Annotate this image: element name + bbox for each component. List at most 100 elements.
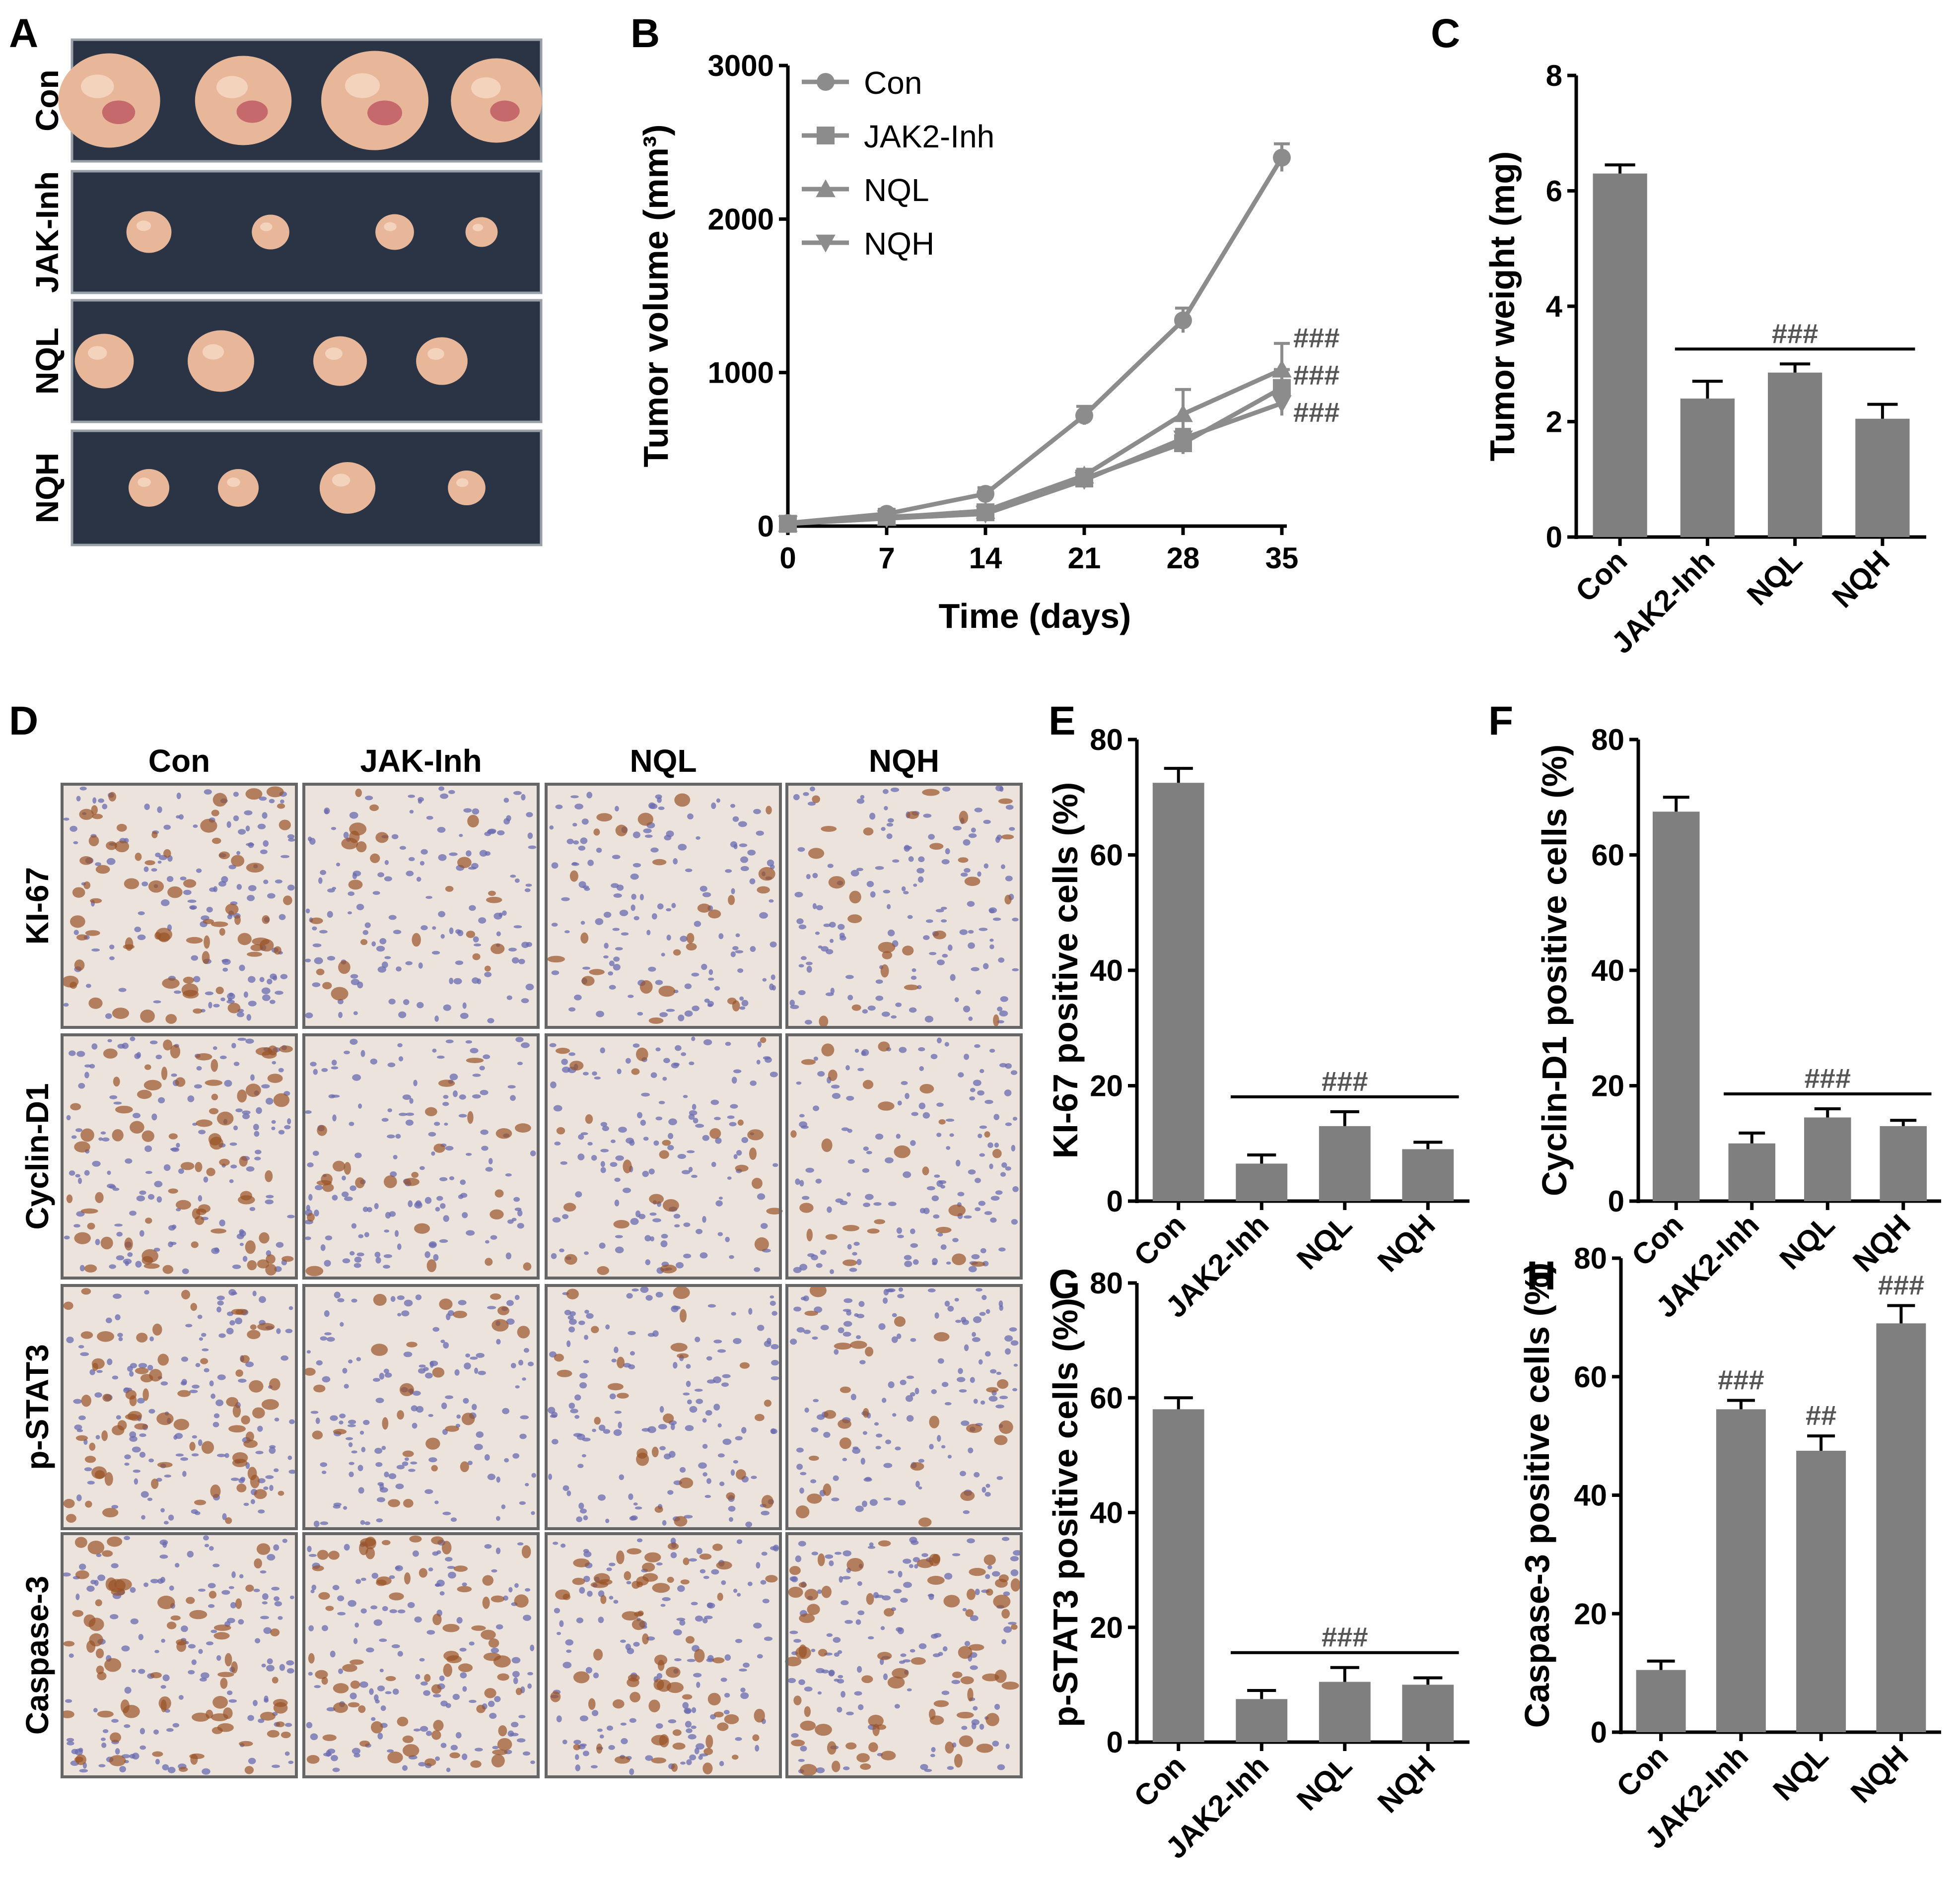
stained-cell: [167, 886, 183, 898]
nucleus-dot: [901, 1081, 908, 1085]
nucleus-dot: [176, 792, 181, 800]
nucleus-dot: [865, 1477, 872, 1481]
nucleus-dot: [372, 1378, 380, 1382]
nucleus-dot: [958, 1072, 964, 1078]
nucleus-dot: [853, 1241, 860, 1246]
nucleus-dot: [827, 864, 834, 868]
nucleus-dot: [439, 1177, 448, 1182]
nucleus-dot: [513, 1197, 520, 1202]
nucleus-dot: [511, 1657, 521, 1664]
nucleus-dot: [570, 1409, 578, 1414]
nucleus-dot: [796, 918, 804, 925]
nucleus-dot: [342, 1175, 346, 1181]
nucleus-dot: [909, 1564, 913, 1568]
stained-cell: [581, 976, 595, 986]
nucleus-dot: [66, 1336, 74, 1344]
stained-cell: [115, 1105, 133, 1114]
nucleus-dot: [280, 1355, 289, 1361]
nucleus-dot: [1001, 1639, 1007, 1645]
nucleus-dot: [575, 1764, 581, 1771]
nucleus-dot: [252, 1290, 257, 1296]
nucleus-dot: [460, 1013, 469, 1019]
nucleus-dot: [274, 1596, 280, 1602]
bar: [1652, 811, 1700, 1201]
nucleus-dot: [379, 1638, 387, 1642]
nucleus-dot: [806, 965, 812, 973]
nucleus-dot: [276, 1328, 281, 1334]
nucleus-dot: [731, 1312, 736, 1316]
stained-cell: [124, 878, 140, 889]
nucleus-dot: [476, 1431, 484, 1438]
significance-mark: ###: [1293, 397, 1339, 428]
nucleus-dot: [702, 892, 711, 897]
nucleus-dot: [519, 1501, 526, 1505]
stained-cell: [878, 942, 896, 953]
nucleus-dot: [162, 1541, 167, 1548]
nucleus-dot: [351, 1298, 357, 1303]
stained-cell: [202, 951, 210, 964]
stained-cell: [445, 1425, 459, 1432]
data-point: [778, 516, 798, 534]
tumor-sample: [126, 211, 172, 253]
nucleus-dot: [124, 1687, 132, 1694]
nucleus-dot: [896, 1134, 901, 1139]
nucleus-dot: [732, 816, 739, 822]
nucleus-dot: [795, 1555, 802, 1562]
nucleus-dot: [420, 1726, 428, 1732]
panel-letter-c: C: [1431, 11, 1460, 56]
nucleus-dot: [882, 1595, 891, 1601]
nucleus-dot: [440, 793, 449, 799]
stained-cell: [707, 1692, 721, 1706]
nucleus-dot: [408, 795, 415, 798]
stained-cell: [260, 939, 274, 952]
nucleus-dot: [757, 1193, 766, 1200]
stained-cell: [636, 1452, 649, 1466]
nucleus-dot: [945, 1118, 955, 1122]
nucleus-dot: [96, 1553, 102, 1557]
nucleus-dot: [698, 1755, 703, 1760]
nucleus-dot: [308, 1672, 313, 1676]
nucleus-dot: [759, 912, 768, 919]
tumor-vessel: [102, 100, 136, 124]
nucleus-dot: [574, 1394, 581, 1401]
nucleus-dot: [109, 945, 115, 949]
nucleus-dot: [739, 1668, 747, 1672]
tumor-sample: [313, 336, 367, 386]
nucleus-dot: [397, 1651, 403, 1657]
nucleus-dot: [684, 1010, 693, 1017]
stained-cell: [660, 1264, 677, 1274]
nucleus-dot: [666, 908, 672, 912]
nucleus-dot: [931, 1389, 937, 1394]
stained-cell: [959, 1735, 974, 1747]
nucleus-dot: [279, 914, 286, 920]
nucleus-dot: [951, 1680, 961, 1685]
nucleus-dot: [952, 1238, 959, 1242]
nucleus-dot: [226, 1328, 234, 1335]
nucleus-dot: [397, 1609, 406, 1614]
nucleus-dot: [343, 831, 349, 839]
nucleus-dot: [910, 975, 917, 980]
series-con: [779, 142, 1291, 532]
nucleus-dot: [628, 1331, 636, 1335]
nucleus-dot: [998, 1300, 1003, 1307]
nucleus-dot: [710, 1099, 719, 1105]
tumor-highlight: [138, 477, 151, 487]
nucleus-dot: [233, 1125, 238, 1131]
nucleus-dot: [527, 832, 533, 839]
nucleus-dot: [680, 1761, 686, 1765]
stained-cell: [807, 1604, 820, 1615]
stained-cell: [922, 789, 940, 796]
nucleus-dot: [798, 990, 806, 995]
nucleus-dot: [74, 1424, 82, 1430]
stained-cell: [245, 788, 263, 800]
nucleus-dot: [875, 1133, 884, 1140]
nucleus-dot: [944, 1402, 952, 1406]
stained-cell: [808, 1455, 819, 1461]
nucleus-dot: [862, 1431, 868, 1435]
nucleus-dot: [64, 1235, 70, 1240]
stained-cell: [555, 1048, 570, 1054]
panel-d: D Con JAK-Inh NQL NQHKI-67Cyclin-D1p-STAT3C…: [9, 698, 1023, 1778]
nucleus-dot: [453, 1090, 458, 1097]
nucleus-dot: [331, 1094, 340, 1098]
